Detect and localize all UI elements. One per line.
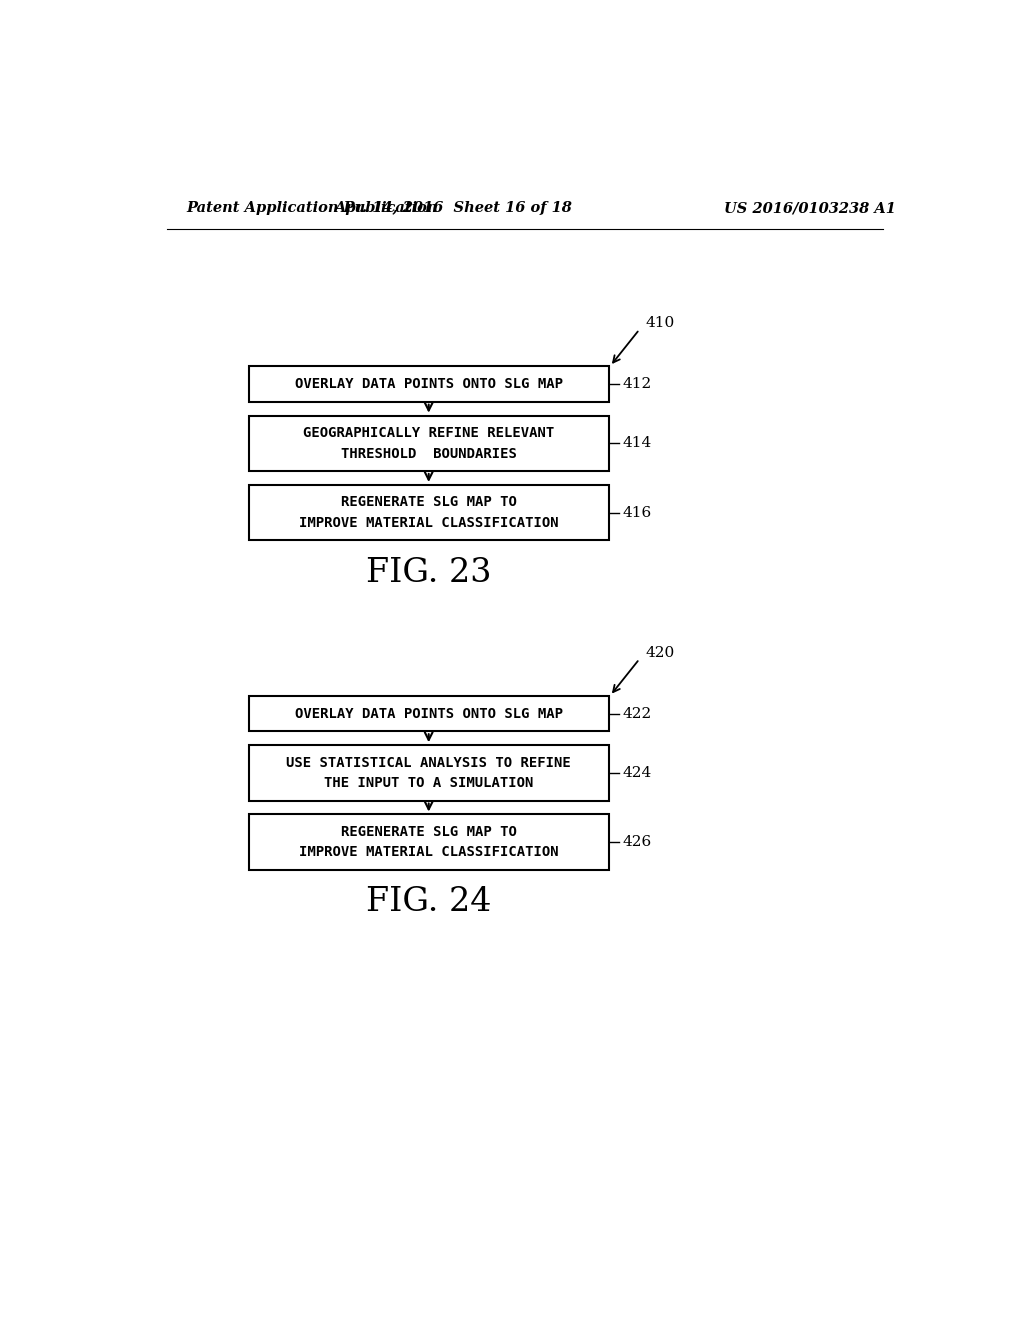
Text: OVERLAY DATA POINTS ONTO SLG MAP: OVERLAY DATA POINTS ONTO SLG MAP bbox=[295, 706, 563, 721]
Text: OVERLAY DATA POINTS ONTO SLG MAP: OVERLAY DATA POINTS ONTO SLG MAP bbox=[295, 378, 563, 391]
Text: REGENERATE SLG MAP TO
IMPROVE MATERIAL CLASSIFICATION: REGENERATE SLG MAP TO IMPROVE MATERIAL C… bbox=[299, 495, 558, 529]
Bar bbox=[249, 696, 608, 731]
Text: FIG. 24: FIG. 24 bbox=[366, 886, 492, 919]
Text: FIG. 23: FIG. 23 bbox=[366, 557, 492, 589]
Text: GEOGRAPHICALLY REFINE RELEVANT
THRESHOLD  BOUNDARIES: GEOGRAPHICALLY REFINE RELEVANT THRESHOLD… bbox=[303, 426, 554, 461]
Text: 422: 422 bbox=[623, 706, 651, 721]
Text: 424: 424 bbox=[623, 766, 651, 780]
Bar bbox=[249, 367, 608, 401]
Bar bbox=[249, 814, 608, 870]
Text: 420: 420 bbox=[646, 645, 675, 660]
Bar bbox=[249, 484, 608, 540]
Bar bbox=[249, 744, 608, 800]
Text: 410: 410 bbox=[646, 317, 675, 330]
Text: REGENERATE SLG MAP TO
IMPROVE MATERIAL CLASSIFICATION: REGENERATE SLG MAP TO IMPROVE MATERIAL C… bbox=[299, 825, 558, 859]
Text: 416: 416 bbox=[623, 506, 651, 520]
Text: 414: 414 bbox=[623, 437, 651, 450]
Text: Apr. 14, 2016  Sheet 16 of 18: Apr. 14, 2016 Sheet 16 of 18 bbox=[335, 202, 572, 215]
Text: 412: 412 bbox=[623, 378, 651, 391]
Text: US 2016/0103238 A1: US 2016/0103238 A1 bbox=[724, 202, 896, 215]
Bar bbox=[249, 416, 608, 471]
Text: Patent Application Publication: Patent Application Publication bbox=[186, 202, 437, 215]
Text: 426: 426 bbox=[623, 836, 651, 849]
Text: USE STATISTICAL ANALYSIS TO REFINE
THE INPUT TO A SIMULATION: USE STATISTICAL ANALYSIS TO REFINE THE I… bbox=[287, 755, 571, 791]
